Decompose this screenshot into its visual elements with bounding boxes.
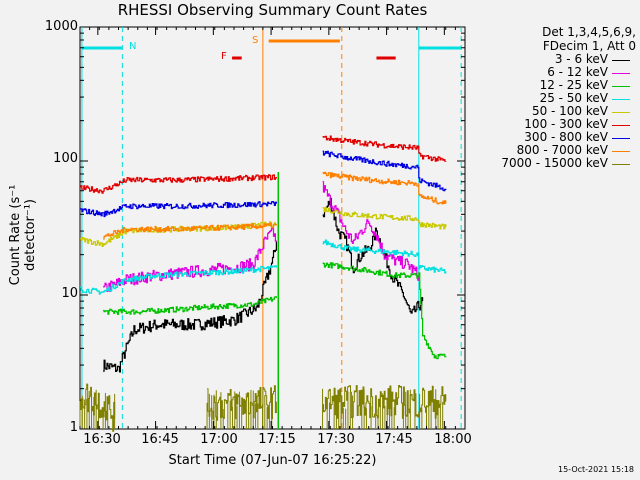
legend-swatch bbox=[612, 73, 630, 74]
x-tick-label: 18:00 bbox=[434, 432, 472, 447]
legend-swatch bbox=[612, 60, 630, 61]
annotation-f: F bbox=[221, 51, 227, 62]
series-line-5-segment-1 bbox=[322, 135, 447, 162]
legend-entry: 25 - 50 keV bbox=[478, 92, 636, 105]
y-tick-label: 1000 bbox=[44, 19, 78, 34]
legend-label: 50 - 100 keV bbox=[531, 104, 608, 118]
series-line-8-segment-1 bbox=[207, 385, 277, 421]
legend-entry: 50 - 100 keV bbox=[478, 105, 636, 118]
legend-swatch bbox=[612, 125, 630, 126]
y-tick-label: 100 bbox=[53, 151, 78, 166]
legend-swatch bbox=[612, 86, 630, 87]
legend-entry: 7000 - 15000 keV bbox=[478, 157, 636, 170]
y-tick-label: 1 bbox=[69, 420, 78, 435]
y-tick-label: 10 bbox=[61, 286, 78, 301]
legend-swatch bbox=[612, 112, 630, 113]
legend-entries: 3 - 6 keV 6 - 12 keV 12 - 25 keV 25 - 50 ke… bbox=[478, 53, 636, 170]
legend-label: 800 - 7000 keV bbox=[516, 143, 608, 157]
legend-label: 300 - 800 keV bbox=[524, 130, 608, 144]
legend-entry: 3 - 6 keV bbox=[478, 53, 636, 66]
legend-entry: 6 - 12 keV bbox=[478, 66, 636, 79]
series-line-2-segment-0 bbox=[103, 296, 277, 315]
legend-label: 6 - 12 keV bbox=[547, 65, 608, 79]
legend-entry: 100 - 300 keV bbox=[478, 118, 636, 131]
x-tick-label: 16:30 bbox=[83, 432, 121, 447]
series-line-0-segment-0 bbox=[103, 241, 277, 373]
legend-swatch bbox=[612, 138, 630, 139]
series-line-8-segment-0 bbox=[80, 383, 116, 432]
legend-entry: 300 - 800 keV bbox=[478, 131, 636, 144]
legend-swatch bbox=[612, 99, 630, 100]
x-tick-label: 17:15 bbox=[258, 432, 296, 447]
legend-swatch bbox=[612, 164, 630, 165]
legend-entry: 12 - 25 keV bbox=[478, 79, 636, 92]
annotation-s: S bbox=[252, 35, 259, 46]
y-axis-label: Count Rate (s⁻¹ detector⁻¹) bbox=[8, 184, 38, 286]
x-axis-label: Start Time (07-Jun-07 16:25:22) bbox=[168, 453, 377, 468]
series-line-0-segment-1 bbox=[322, 197, 424, 314]
legend: Det 1,3,4,5,6,9, FDecim 1, Att 0 3 - 6 k… bbox=[478, 25, 636, 170]
legend-label: 12 - 25 keV bbox=[539, 78, 608, 92]
x-tick-label: 17:00 bbox=[200, 432, 238, 447]
legend-label: 100 - 300 keV bbox=[524, 117, 608, 131]
series-line-6-segment-0 bbox=[80, 201, 277, 218]
series-line-4-segment-1 bbox=[322, 207, 447, 230]
x-tick-label: 17:30 bbox=[317, 432, 355, 447]
series-line-7-segment-0 bbox=[103, 222, 277, 240]
legend-header-line: Det 1,3,4,5,6,9, bbox=[542, 25, 636, 39]
legend-label: 25 - 50 keV bbox=[539, 91, 608, 105]
ticks-layer bbox=[79, 27, 466, 430]
series-line-7-segment-1 bbox=[322, 171, 447, 205]
series-line-2-segment-1 bbox=[322, 262, 447, 360]
legend-label: 3 - 6 keV bbox=[554, 52, 608, 66]
series-layer bbox=[79, 135, 447, 432]
legend-swatch bbox=[612, 151, 630, 152]
legend-label: 7000 - 15000 keV bbox=[501, 156, 608, 170]
annotation-n: N bbox=[129, 41, 137, 52]
series-line-5-segment-0 bbox=[80, 174, 277, 194]
series-line-8-segment-2 bbox=[322, 385, 447, 419]
series-line-3-segment-0 bbox=[80, 265, 277, 295]
legend-entry: 800 - 7000 keV bbox=[478, 144, 636, 157]
time-bands bbox=[81, 27, 462, 429]
series-line-6-segment-1 bbox=[322, 150, 447, 192]
chart-title: RHESSI Observing Summary Count Rates bbox=[117, 1, 428, 19]
x-tick-label: 17:45 bbox=[375, 432, 413, 447]
legend-header-line: FDecim 1, Att 0 bbox=[542, 39, 636, 53]
series-line-3-segment-1 bbox=[322, 239, 447, 274]
timestamp: 15-Oct-2021 15:18 bbox=[558, 465, 634, 474]
x-tick-label: 16:45 bbox=[141, 432, 179, 447]
